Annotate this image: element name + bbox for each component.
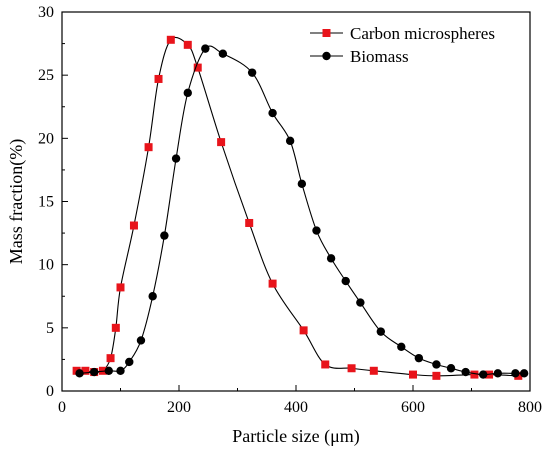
data-point-biomass xyxy=(326,254,336,263)
data-point-carbon xyxy=(321,360,330,369)
x-tick-label: 200 xyxy=(167,399,191,416)
y-tick-label: 15 xyxy=(38,194,54,211)
data-point-biomass xyxy=(341,276,350,286)
series-line-0 xyxy=(76,36,519,377)
y-tick-label: 0 xyxy=(46,383,54,400)
data-point-biomass xyxy=(312,226,321,235)
data-point-carbon xyxy=(129,221,138,230)
data-point-biomass xyxy=(183,88,192,98)
data-point-biomass xyxy=(218,49,228,58)
legend-marker-biomass xyxy=(322,51,331,61)
data-point-biomass xyxy=(376,327,386,336)
y-tick-label: 25 xyxy=(38,67,54,84)
legend-label-biomass: Biomass xyxy=(350,47,409,66)
data-point-biomass xyxy=(75,369,84,378)
series-line-1 xyxy=(79,45,525,376)
data-point-carbon xyxy=(116,283,125,292)
data-point-carbon xyxy=(409,370,417,379)
data-point-carbon xyxy=(268,279,277,288)
legend-marker-carbon xyxy=(322,29,331,37)
data-point-carbon xyxy=(217,138,226,147)
plot-layer xyxy=(72,35,529,380)
data-point-biomass xyxy=(247,68,257,77)
data-point-carbon xyxy=(299,326,308,335)
y-tick-label: 5 xyxy=(46,320,54,337)
data-point-biomass xyxy=(104,366,114,375)
data-point-biomass xyxy=(116,366,125,375)
axis-layer: 0 200 400 600 800 0 5 10 15 20 25 30 xyxy=(38,4,542,416)
data-point-biomass xyxy=(446,364,456,373)
data-point-biomass xyxy=(479,370,488,379)
data-point-biomass xyxy=(125,357,134,367)
data-point-carbon xyxy=(193,63,202,72)
data-point-biomass xyxy=(356,298,365,307)
data-point-biomass xyxy=(397,342,406,351)
y-axis-title: Mass fraction(%) xyxy=(6,139,27,264)
data-point-biomass xyxy=(160,231,169,240)
data-point-biomass xyxy=(136,336,146,345)
y-tick-label: 20 xyxy=(38,130,54,147)
plot-frame xyxy=(61,11,531,392)
data-point-biomass xyxy=(461,367,470,377)
data-point-biomass xyxy=(297,179,307,189)
legend: Carbon microspheres Biomass xyxy=(310,24,495,66)
data-point-carbon xyxy=(144,143,153,152)
x-tick-label: 600 xyxy=(401,399,425,416)
data-point-carbon xyxy=(432,371,441,380)
data-point-biomass xyxy=(493,369,503,378)
data-point-carbon xyxy=(183,40,192,49)
data-point-carbon xyxy=(81,366,90,375)
x-tick-label: 0 xyxy=(58,399,66,416)
data-point-biomass xyxy=(89,367,99,377)
legend-label-carbon: Carbon microspheres xyxy=(350,24,495,43)
data-point-carbon xyxy=(166,35,175,44)
data-point-biomass xyxy=(268,108,277,118)
data-point-carbon xyxy=(347,364,356,373)
data-point-biomass xyxy=(511,369,520,378)
data-point-biomass xyxy=(285,136,295,146)
data-point-carbon xyxy=(111,323,120,332)
data-point-carbon xyxy=(106,354,115,363)
data-point-carbon xyxy=(470,370,479,379)
data-point-biomass xyxy=(414,353,424,363)
data-point-biomass xyxy=(201,44,210,53)
y-tick-label: 10 xyxy=(38,257,54,274)
data-point-carbon xyxy=(369,366,378,375)
data-point-biomass xyxy=(148,292,157,301)
data-point-biomass xyxy=(519,369,529,378)
y-tick-label: 30 xyxy=(38,4,54,21)
x-tick-label: 400 xyxy=(284,399,308,416)
data-point-carbon xyxy=(245,218,254,227)
data-point-carbon xyxy=(154,74,163,83)
data-point-biomass xyxy=(171,154,181,163)
x-axis-title: Particle size (μm) xyxy=(232,426,360,447)
x-tick-label: 800 xyxy=(518,399,542,416)
data-point-biomass xyxy=(432,360,441,369)
